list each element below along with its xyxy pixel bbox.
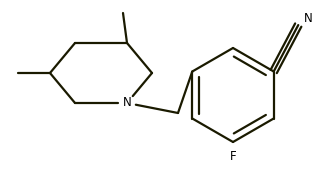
Text: F: F	[230, 150, 236, 163]
Text: N: N	[304, 11, 313, 24]
Text: N: N	[123, 96, 131, 109]
